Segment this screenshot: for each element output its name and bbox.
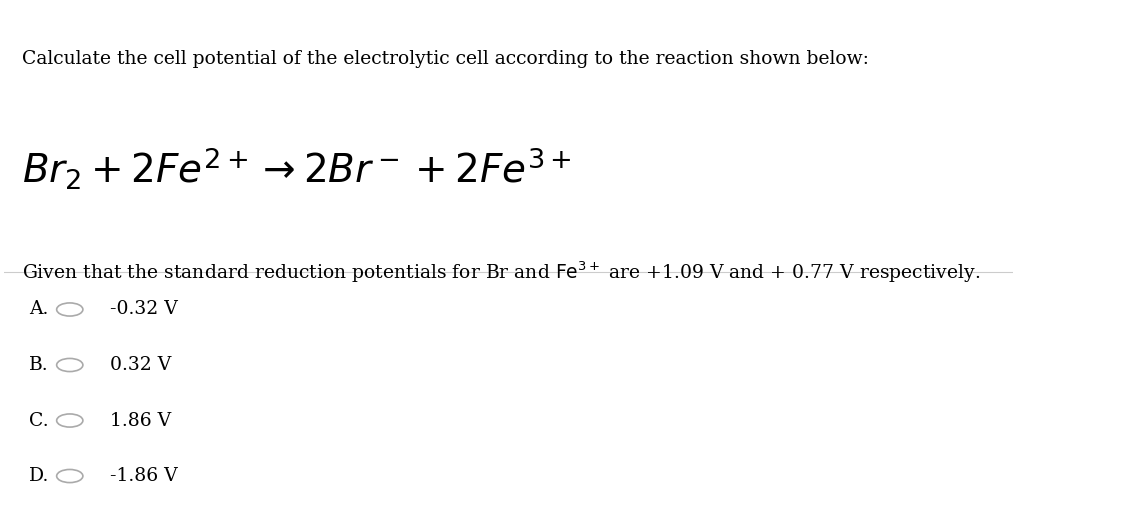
Text: 0.32 V: 0.32 V [110,356,172,374]
Text: D.: D. [29,467,49,485]
Text: 1.86 V: 1.86 V [110,411,172,429]
Text: B.: B. [29,356,49,374]
Text: $Br_2 + 2Fe^{2+} \rightarrow 2Br^- + 2Fe^{3+}$: $Br_2 + 2Fe^{2+} \rightarrow 2Br^- + 2Fe… [22,146,572,191]
Text: -1.86 V: -1.86 V [110,467,177,485]
Text: A.: A. [29,301,48,319]
Text: Calculate the cell potential of the electrolytic cell according to the reaction : Calculate the cell potential of the elec… [22,50,870,68]
Text: Given that the standard reduction potentials for Br and $\mathrm{Fe}^{3+}$ are +: Given that the standard reduction potent… [22,259,981,285]
Text: C.: C. [29,411,49,429]
Text: -0.32 V: -0.32 V [110,301,178,319]
